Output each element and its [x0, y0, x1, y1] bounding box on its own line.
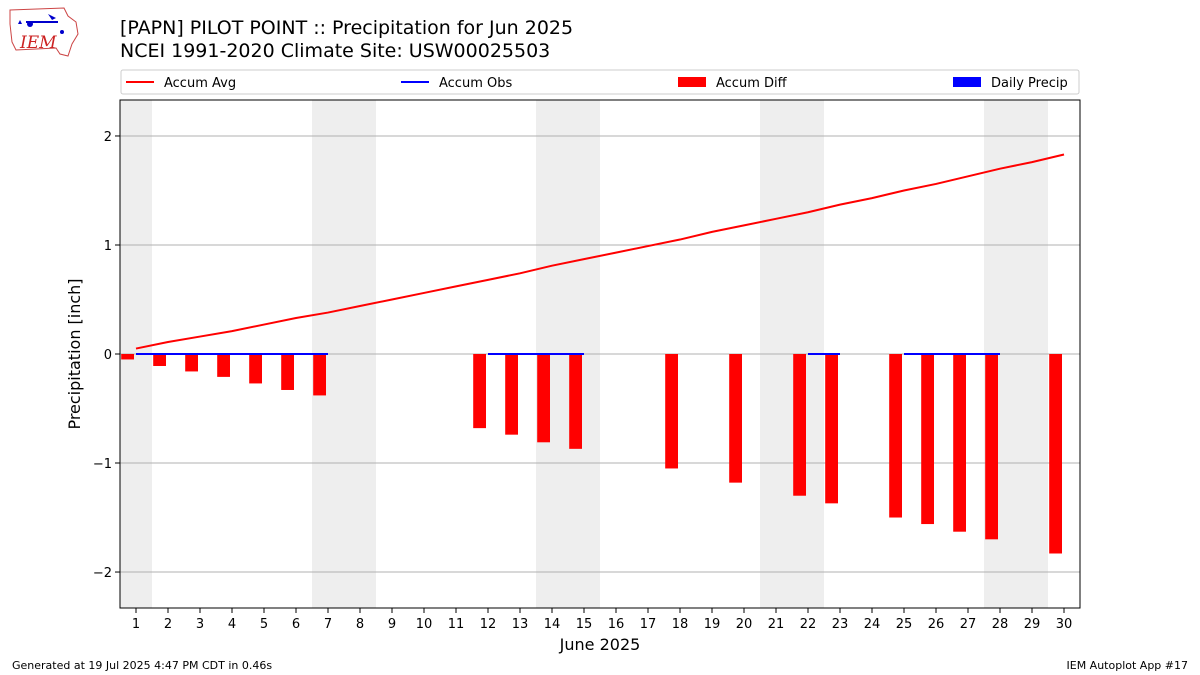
- accum-diff-bar: [665, 354, 678, 469]
- accum-diff-bar: [281, 354, 294, 390]
- legend-label: Accum Diff: [716, 76, 788, 91]
- x-tick-label: 11: [448, 617, 465, 632]
- y-tick-label: −2: [93, 566, 112, 581]
- x-tick-label: 1: [132, 617, 140, 632]
- accum-diff-bar: [889, 354, 902, 518]
- x-tick-label: 26: [928, 617, 945, 632]
- legend-label: Accum Avg: [164, 76, 236, 91]
- accum-diff-bar: [153, 354, 166, 366]
- x-tick-label: 6: [292, 617, 300, 632]
- y-tick-label: 0: [104, 348, 112, 363]
- x-tick-label: 24: [864, 617, 881, 632]
- accum-diff-bar: [249, 354, 262, 384]
- legend-item: Accum Obs: [401, 76, 512, 91]
- footer-app: IEM Autoplot App #17: [1066, 659, 1189, 672]
- accum-diff-bar: [729, 354, 742, 483]
- x-tick-label: 22: [800, 617, 817, 632]
- legend-swatch-patch: [678, 77, 706, 87]
- x-tick-label: 10: [416, 617, 433, 632]
- accum-diff-bar: [793, 354, 806, 496]
- footer-generated: Generated at 19 Jul 2025 4:47 PM CDT in …: [12, 659, 273, 672]
- x-tick-label: 20: [736, 617, 753, 632]
- x-tick-label: 16: [608, 617, 625, 632]
- legend-item: Daily Precip: [953, 76, 1068, 91]
- legend-label: Daily Precip: [991, 76, 1068, 91]
- y-tick-label: −1: [93, 457, 112, 472]
- x-tick-label: 7: [324, 617, 332, 632]
- x-tick-label: 23: [832, 617, 849, 632]
- x-axis-label: June 2025: [559, 635, 641, 654]
- accum-diff-bar: [185, 354, 198, 372]
- accum-diff-bar: [313, 354, 326, 396]
- x-tick-label: 17: [640, 617, 657, 632]
- x-tick-label: 25: [896, 617, 913, 632]
- x-tick-label: 8: [356, 617, 364, 632]
- x-tick-label: 30: [1056, 617, 1073, 632]
- accum-diff-bar: [473, 354, 486, 429]
- x-tick-label: 27: [960, 617, 977, 632]
- x-tick-label: 13: [512, 617, 529, 632]
- legend-item: Accum Avg: [126, 76, 236, 91]
- y-tick-label: 1: [104, 239, 112, 254]
- legend: Accum Avg Accum Obs Accum Diff Daily Precip: [120, 69, 1080, 95]
- accum-diff-bar: [121, 354, 134, 360]
- x-tick-label: 15: [576, 617, 593, 632]
- accum-diff-bars: [121, 354, 1062, 554]
- x-tick-label: 9: [388, 617, 396, 632]
- x-tick-label: 3: [196, 617, 204, 632]
- accum-diff-bar: [825, 354, 838, 504]
- legend-swatch-patch: [953, 77, 981, 87]
- chart-subtitle: NCEI 1991-2020 Climate Site: USW00025503: [120, 40, 551, 62]
- chart-title: [PAPN] PILOT POINT :: Precipitation for …: [120, 17, 574, 39]
- x-tick-label: 5: [260, 617, 268, 632]
- x-tick-label: 29: [1024, 617, 1041, 632]
- iem-logo: IEM: [9, 7, 79, 57]
- series-lines: [135, 153, 1065, 355]
- accum-diff-bar: [985, 354, 998, 540]
- logo-text: IEM: [19, 33, 57, 53]
- accum-avg-line: [135, 153, 1065, 350]
- accum-diff-bar: [217, 354, 230, 377]
- x-tick-label: 12: [480, 617, 497, 632]
- x-tick-label: 2: [164, 617, 172, 632]
- legend-item: Accum Diff: [678, 76, 788, 91]
- accum-diff-bar: [953, 354, 966, 532]
- accum-diff-bar: [921, 354, 934, 525]
- legend-label: Accum Obs: [439, 76, 512, 91]
- x-tick-label: 4: [228, 617, 236, 632]
- accum-diff-bar: [537, 354, 550, 443]
- x-tick-label: 19: [704, 617, 721, 632]
- x-tick-label: 21: [768, 617, 785, 632]
- accum-diff-bar: [569, 354, 582, 449]
- accum-diff-bar: [505, 354, 518, 435]
- x-tick-label: 18: [672, 617, 689, 632]
- accum-diff-bar: [1049, 354, 1062, 554]
- x-tick-label: 28: [992, 617, 1009, 632]
- y-axis-label: Precipitation [inch]: [65, 278, 84, 429]
- legend-box: [120, 69, 1080, 95]
- x-tick-label: 14: [544, 617, 561, 632]
- y-tick-label: 2: [104, 130, 112, 145]
